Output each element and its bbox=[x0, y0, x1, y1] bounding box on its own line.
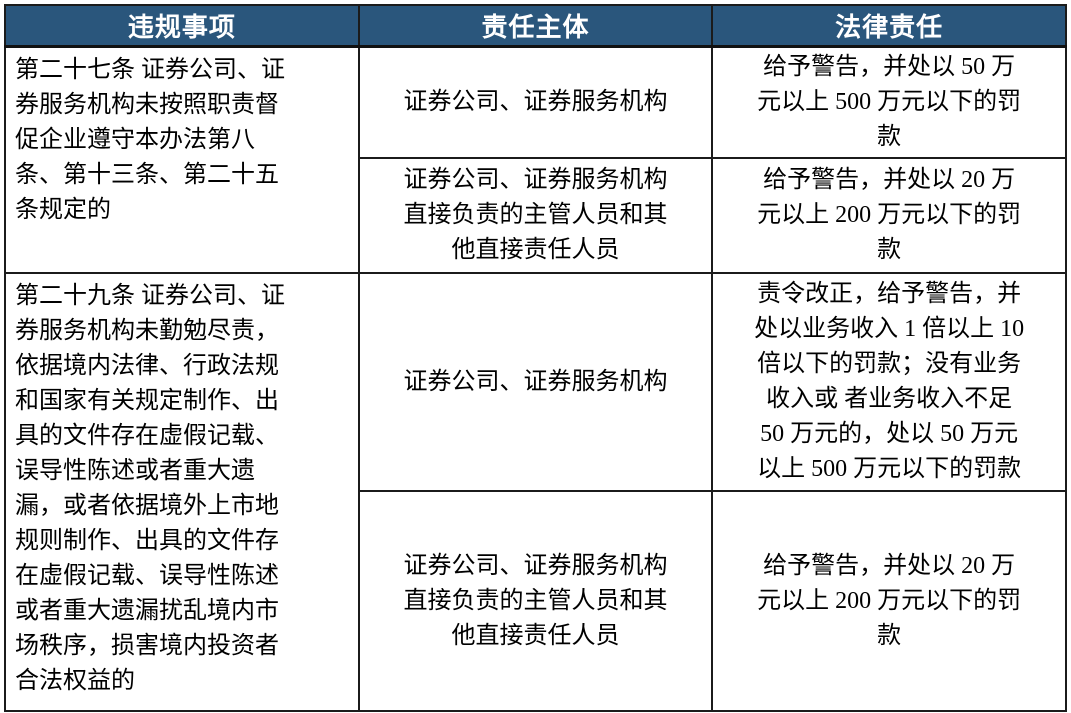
table-row-article27-entity: 第二十七条 证券公司、证 券服务机构未按照职责督 促企业遵守本办法第八 条、第十… bbox=[4, 45, 1067, 274]
table-row-article27-persons: 证券公司、证券服务机构 直接负责的主管人员和其 他直接责任人员 给予警告，并处以… bbox=[5, 157, 1067, 274]
liability-cell-article27-entity: 给予警告，并处以 50 万 元以上 500 万元以下的罚 款 bbox=[711, 45, 1067, 159]
subject-cell-article27-persons: 证券公司、证券服务机构 直接负责的主管人员和其 他直接责任人员 bbox=[357, 157, 714, 274]
table-row-article29-entity: 第二十九条 证券公司、证 券服务机构未勤勉尽责， 依据境内法律、行政法规 和国家… bbox=[4, 272, 1067, 712]
liability-cell-article27-persons: 给予警告，并处以 20 万 元以上 200 万元以下的罚 款 bbox=[711, 157, 1067, 274]
column-header-subject: 责任主体 bbox=[357, 4, 714, 48]
subject-cell-article29-entity: 证券公司、证券服务机构 bbox=[357, 272, 714, 492]
liability-cell-article29-persons: 给予警告，并处以 20 万 元以上 200 万元以下的罚 款 bbox=[711, 490, 1067, 712]
column-header-violation: 违规事项 bbox=[4, 4, 360, 48]
subject-cell-article29-persons: 证券公司、证券服务机构 直接负责的主管人员和其 他直接责任人员 bbox=[357, 490, 714, 712]
column-header-liability: 法律责任 bbox=[711, 4, 1067, 48]
liability-cell-article29-entity: 责令改正，给予警告，并 处以业务收入 1 倍以上 10 倍以下的罚款；没有业务 … bbox=[711, 272, 1067, 492]
table-row-article29-persons: 证券公司、证券服务机构 直接负责的主管人员和其 他直接责任人员 给予警告，并处以… bbox=[5, 490, 1067, 712]
penalty-table: 违规事项 责任主体 法律责任 第二十七条 证券公司、证 券服务机构未按照职责督 … bbox=[4, 4, 1067, 712]
subject-cell-article27-entity: 证券公司、证券服务机构 bbox=[357, 45, 714, 159]
header-row: 违规事项 责任主体 法律责任 bbox=[4, 4, 1067, 48]
violation-cell-article29: 第二十九条 证券公司、证 券服务机构未勤勉尽责， 依据境内法律、行政法规 和国家… bbox=[4, 272, 360, 712]
violation-cell-article27: 第二十七条 证券公司、证 券服务机构未按照职责督 促企业遵守本办法第八 条、第十… bbox=[4, 45, 360, 274]
